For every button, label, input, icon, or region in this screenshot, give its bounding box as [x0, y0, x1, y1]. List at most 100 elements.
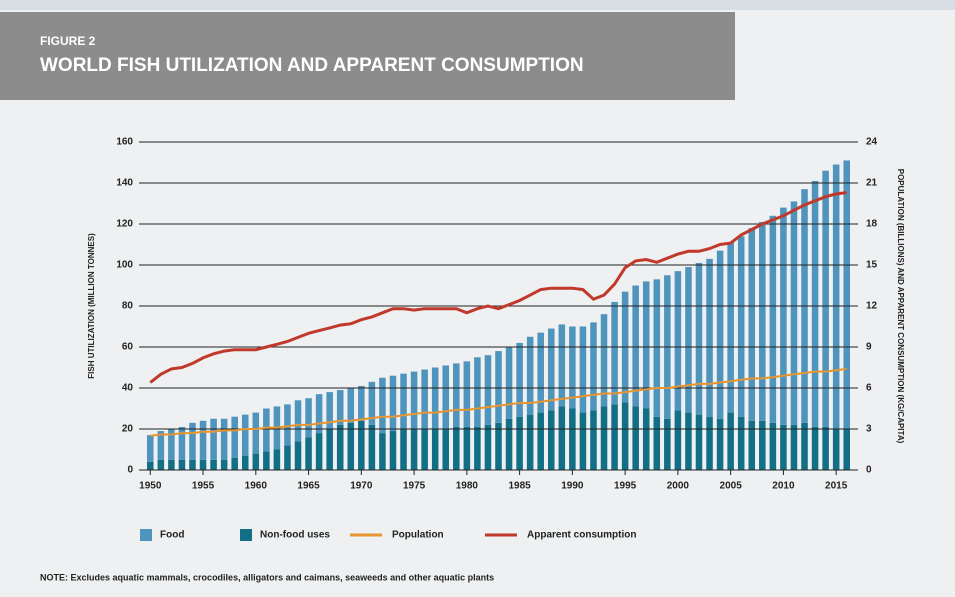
bar	[526, 336, 534, 415]
bar	[664, 418, 671, 470]
bar	[358, 420, 365, 470]
y2-tick-label: 24	[866, 137, 878, 148]
bar	[569, 326, 576, 409]
line-series	[149, 191, 847, 384]
bar	[379, 377, 386, 434]
bar	[168, 459, 175, 470]
x-tick-label: 1985	[508, 481, 531, 492]
bar	[653, 416, 661, 470]
bar	[621, 402, 629, 470]
bar	[336, 424, 344, 470]
bar	[347, 422, 355, 470]
bar	[769, 422, 777, 470]
bar	[547, 328, 555, 411]
y-tick-label: 140	[116, 178, 133, 189]
bar	[695, 262, 703, 415]
bar	[189, 459, 196, 470]
bar	[294, 400, 302, 442]
bar	[294, 441, 302, 470]
chart-title: WORLD FISH UTILIZATION AND APPARENT CONS…	[40, 55, 584, 76]
bar	[569, 408, 576, 470]
bar	[642, 281, 650, 409]
bar	[759, 221, 766, 421]
x-tick-label: 1965	[297, 481, 320, 492]
bar	[632, 406, 639, 470]
y-tick-label: 100	[116, 260, 133, 271]
y2-tick-label: 18	[866, 219, 878, 230]
bar	[231, 457, 238, 470]
y-tick-label: 160	[116, 137, 133, 148]
y-tick-label: 60	[122, 342, 134, 353]
bar	[157, 431, 165, 460]
bar	[368, 424, 376, 470]
bar	[526, 414, 534, 470]
bar	[547, 410, 555, 470]
bar	[674, 410, 682, 470]
y2-tick-label: 3	[866, 424, 872, 435]
bar	[801, 422, 808, 470]
y2-tick-label: 0	[866, 465, 872, 476]
bar	[495, 422, 502, 470]
bar	[653, 279, 661, 417]
bar	[379, 433, 386, 470]
bar	[748, 228, 756, 421]
bar	[822, 426, 829, 470]
legend-swatch	[240, 529, 252, 541]
bar	[674, 271, 682, 411]
bar	[252, 412, 260, 454]
bar	[600, 314, 608, 407]
bar	[199, 420, 207, 460]
bar	[780, 424, 787, 470]
bar	[642, 408, 650, 470]
bar	[590, 322, 597, 411]
bar	[210, 418, 217, 460]
bar	[178, 426, 186, 460]
bar	[611, 404, 618, 470]
bar	[305, 398, 312, 438]
bar	[832, 429, 840, 470]
bar	[400, 429, 407, 470]
bar	[516, 416, 523, 470]
bar	[558, 406, 566, 470]
bar	[442, 429, 450, 470]
bar	[463, 361, 471, 427]
legend-swatch	[140, 529, 152, 541]
x-tick-label: 1980	[456, 481, 479, 492]
bar	[484, 424, 492, 470]
bar	[368, 381, 376, 425]
bar	[505, 347, 513, 419]
bar	[147, 461, 154, 470]
y2-tick-label: 6	[866, 383, 872, 394]
bar	[315, 394, 323, 434]
bar	[537, 412, 544, 470]
y-tick-label: 120	[116, 219, 133, 230]
bar	[727, 242, 734, 413]
y-tick-label: 80	[122, 301, 134, 312]
y-tick-label: 40	[122, 383, 134, 394]
bar	[843, 429, 850, 470]
x-tick-label: 2000	[667, 481, 690, 492]
top-strip	[0, 0, 955, 10]
bar	[241, 455, 249, 470]
bar	[252, 453, 260, 470]
bar	[389, 431, 397, 470]
bar	[748, 420, 756, 470]
line-series	[150, 367, 847, 437]
bar	[558, 324, 566, 407]
bar	[484, 355, 492, 425]
bar	[168, 429, 175, 460]
bar	[421, 369, 428, 429]
bar	[241, 414, 249, 456]
bar	[326, 392, 333, 429]
bar	[431, 429, 439, 470]
bar	[336, 390, 344, 425]
x-tick-label: 1970	[350, 481, 373, 492]
bar	[685, 267, 692, 413]
legend-label: Food	[160, 530, 184, 541]
y2-tick-label: 21	[866, 178, 878, 189]
bar	[790, 201, 798, 425]
bar	[716, 418, 724, 470]
legend-label: Non-food uses	[260, 530, 330, 541]
y2-tick-label: 15	[866, 260, 878, 271]
